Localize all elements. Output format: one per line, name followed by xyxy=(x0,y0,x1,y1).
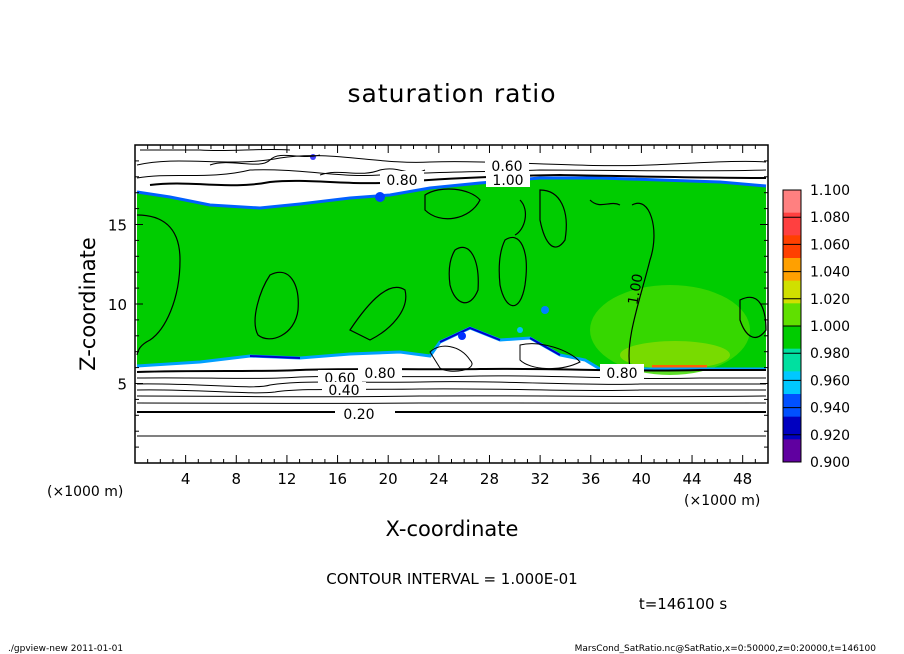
x-tick-label: 24 xyxy=(429,470,448,488)
contour-label: 0.80 xyxy=(386,173,417,189)
colorbar-label: 1.100 xyxy=(810,183,850,199)
contour-interval: CONTOUR INTERVAL = 1.000E-01 xyxy=(326,570,577,588)
patch xyxy=(458,332,466,340)
y-tick-label: 10 xyxy=(108,296,127,314)
y-axis-ticks: 5 10 15 xyxy=(108,160,768,448)
x-tick-label: 40 xyxy=(632,470,651,488)
x-tick-label: 44 xyxy=(682,470,701,488)
contour-labels: 0.60 0.80 1.00 0.80 1.00 0.60 0.40 0.20 … xyxy=(318,157,647,423)
colorbar-label: 1.020 xyxy=(810,292,850,308)
colorbar-label: 1.060 xyxy=(810,237,850,253)
colorbar-label: 0.920 xyxy=(810,428,850,444)
y-tick-label: 5 xyxy=(117,376,127,394)
x-axis-unit: (×1000 m) xyxy=(684,493,760,509)
colorbar-swatch xyxy=(783,326,801,350)
colorbar-label: 0.980 xyxy=(810,346,850,362)
x-tick-label: 4 xyxy=(181,470,191,488)
y-tick-label: 15 xyxy=(108,217,127,235)
colorbar-swatch xyxy=(783,258,801,282)
x-axis-label: X-coordinate xyxy=(386,517,519,541)
colorbar-swatch xyxy=(783,439,801,463)
x-tick-label: 36 xyxy=(581,470,600,488)
x-tick-label: 8 xyxy=(232,470,242,488)
contour-label: 0.40 xyxy=(328,383,359,399)
colorbar: 1.100 1.080 1.060 1.040 1.020 1.000 0.980 0.960… xyxy=(782,183,850,471)
colorbar-swatch xyxy=(783,371,801,395)
colorbar-label: 0.940 xyxy=(810,401,850,417)
y-axis-unit: (×1000 m) xyxy=(47,484,123,500)
y-axis-label: Z-coordinate xyxy=(76,237,100,371)
patch xyxy=(310,154,316,160)
colorbar-swatch xyxy=(783,303,801,327)
contour-label: 0.80 xyxy=(606,366,637,382)
patch xyxy=(375,192,385,202)
fringe-top xyxy=(136,176,767,210)
contour-label: 1.00 xyxy=(625,273,646,306)
colorbar-label: 0.900 xyxy=(810,455,850,471)
x-tick-label: 32 xyxy=(531,470,550,488)
supersaturated-edge xyxy=(652,365,707,368)
chart-title: saturation ratio xyxy=(347,79,556,108)
contour-label: 1.00 xyxy=(492,173,523,189)
x-axis-ticks: 4 8 12 16 20 24 28 32 36 40 44 48 xyxy=(147,145,756,488)
colorbar-swatch xyxy=(783,190,801,214)
x-tick-label: 28 xyxy=(480,470,499,488)
supersaturated-core xyxy=(620,341,730,369)
colorbar-swatch xyxy=(783,394,801,418)
colorbar-swatch xyxy=(783,280,801,304)
patch xyxy=(517,327,523,333)
colorbar-label: 1.040 xyxy=(810,265,850,281)
colorbar-swatch xyxy=(783,212,801,236)
colorbar-label: 1.080 xyxy=(810,210,850,226)
contour-label: 0.80 xyxy=(364,366,395,382)
colorbar-swatch xyxy=(783,235,801,259)
footer-left: ./gpview-new 2011-01-01 xyxy=(8,644,123,654)
contours-interior xyxy=(136,188,767,369)
colorbar-swatch xyxy=(783,348,801,372)
contour-label: 0.20 xyxy=(343,407,374,423)
fringe-bottom-dark xyxy=(249,326,561,359)
x-tick-label: 20 xyxy=(379,470,398,488)
x-tick-label: 16 xyxy=(328,470,347,488)
plot-area xyxy=(134,144,769,464)
colorbar-label: 0.960 xyxy=(810,373,850,389)
x-tick-label: 48 xyxy=(733,470,752,488)
colorbar-label: 1.000 xyxy=(810,319,850,335)
patch xyxy=(541,306,549,314)
colorbar-swatch xyxy=(783,416,801,440)
x-tick-label: 12 xyxy=(277,470,296,488)
footer-right: MarsCond_SatRatio.nc@SatRatio,x=0:50000,… xyxy=(575,644,877,654)
time-label: t=146100 s xyxy=(639,595,727,613)
